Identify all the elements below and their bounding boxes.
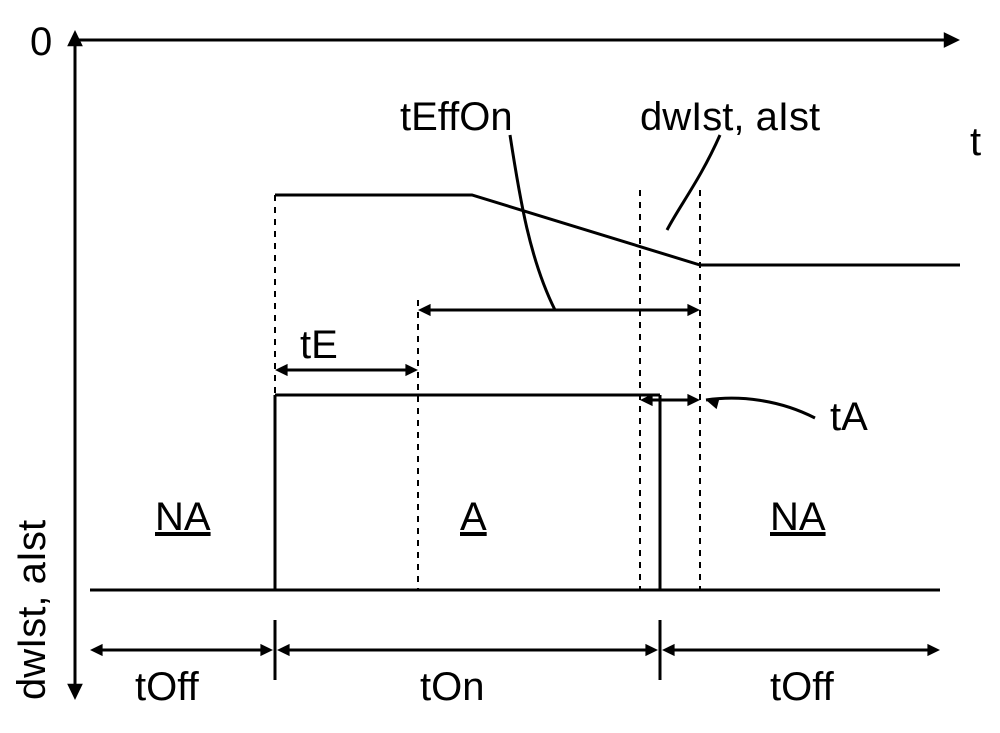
arrowhead <box>260 644 273 656</box>
timing-diagram: 0 t dwIst, aIst tE tOff tOn tOff NA A NA tEffOn dwI… <box>0 0 1000 733</box>
arrowhead <box>418 304 431 316</box>
region-label-A: A <box>460 495 487 539</box>
arrowhead <box>927 644 940 656</box>
signal-curve <box>275 195 960 265</box>
arrowhead <box>67 30 83 46</box>
tE-label: tE <box>300 323 338 367</box>
arrowhead <box>944 32 960 48</box>
callout-label-tA: tA <box>830 395 868 439</box>
arrowhead <box>405 364 418 376</box>
arrowhead <box>662 644 675 656</box>
tOn-label: tOn <box>420 665 484 709</box>
arrowhead <box>90 644 103 656</box>
arrowhead <box>275 364 288 376</box>
callout-path-tEffOn <box>510 135 555 310</box>
tOff-right-label: tOff <box>770 665 835 709</box>
callout-label-dwIst-aIst: dwIst, aIst <box>640 95 820 139</box>
origin-label: 0 <box>30 20 52 64</box>
arrowhead <box>277 644 290 656</box>
y-axis-label: dwIst, aIst <box>10 520 54 700</box>
callout-path-tA <box>706 398 815 418</box>
arrowhead <box>645 644 658 656</box>
tOff-left-label: tOff <box>135 665 200 709</box>
arrowhead <box>67 684 83 700</box>
callout-path-dwIst-aIst <box>667 135 720 230</box>
callout-label-tEffOn: tEffOn <box>400 95 513 139</box>
region-label-NA_left: NA <box>155 495 211 539</box>
arrowhead <box>687 394 700 406</box>
x-axis-label: t <box>970 120 981 164</box>
arrowhead <box>687 304 700 316</box>
region-label-NA_right: NA <box>770 495 826 539</box>
